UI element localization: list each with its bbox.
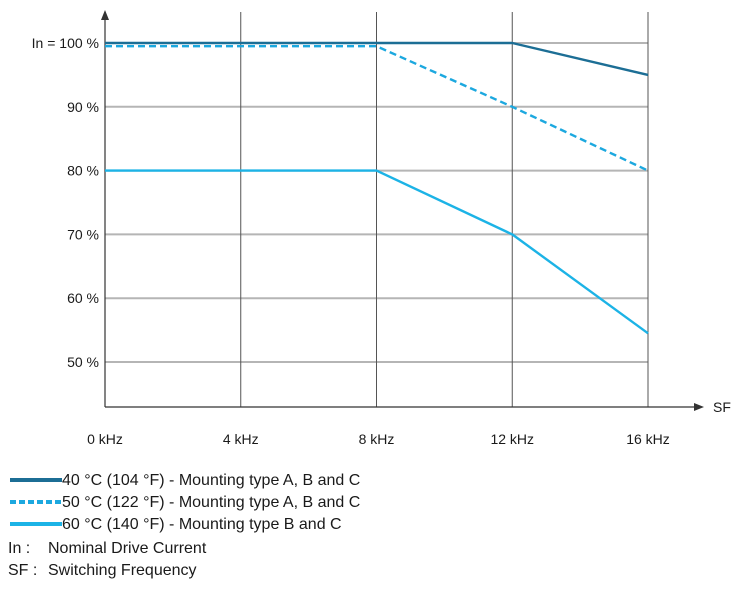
series-line — [105, 44, 649, 172]
legend-label: 50 °C (122 °F) - Mounting type A, B and … — [62, 494, 360, 511]
y-tick-label: 70 % — [67, 226, 99, 242]
grid-lines — [105, 12, 649, 407]
series-lines — [105, 41, 649, 335]
legend-label: 40 °C (104 °F) - Mounting type A, B and … — [62, 472, 360, 489]
x-tick-label: 12 kHz — [490, 431, 534, 447]
note-key: In : — [8, 540, 30, 557]
y-tick-label: 60 % — [67, 290, 99, 306]
y-tick-label: In = 100 % — [32, 35, 99, 51]
x-axis-arrow-icon — [694, 403, 704, 411]
note-text: Switching Frequency — [48, 562, 197, 579]
y-axis-arrow-icon — [101, 10, 109, 20]
axes: SF — [101, 10, 731, 415]
y-tick-label: 90 % — [67, 99, 99, 115]
tick-labels: 50 % 60 % 70 % 80 % 90 % In = 100 % 0 kHz 4 kHz… — [32, 35, 670, 447]
y-tick-label: 80 % — [67, 163, 99, 179]
note-key: SF : — [8, 562, 37, 579]
x-tick-label: 8 kHz — [359, 431, 395, 447]
series-line — [105, 41, 649, 77]
series-line — [105, 169, 649, 335]
legend: 40 °C (104 °F) - Mounting type A, B and … — [8, 472, 360, 579]
y-tick-label: 50 % — [67, 354, 99, 370]
x-tick-label: 0 kHz — [87, 431, 123, 447]
x-tick-label: 16 kHz — [626, 431, 670, 447]
legend-label: 60 °C (140 °F) - Mounting type B and C — [62, 516, 342, 533]
x-axis-label: SF — [713, 399, 731, 415]
x-tick-label: 4 kHz — [223, 431, 259, 447]
note-text: Nominal Drive Current — [48, 540, 207, 557]
